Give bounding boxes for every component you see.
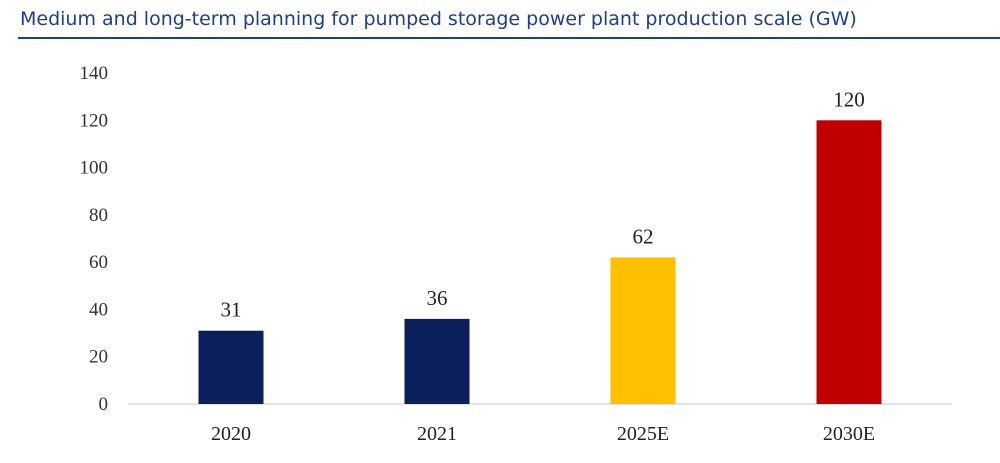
category-labels: 2020 2021 2025E 2030E [211, 423, 875, 445]
y-tick-label: 20 [89, 347, 108, 368]
data-label-2030e: 120 [833, 87, 865, 111]
title-underline [18, 37, 1000, 39]
y-tick-label: 40 [89, 299, 108, 320]
bars [198, 120, 882, 405]
bar-2025e [610, 257, 676, 404]
data-labels: 31 36 62 120 [221, 87, 865, 321]
y-tick-label: 100 [80, 158, 109, 179]
category-label-2025e: 2025E [617, 423, 669, 445]
y-tick-label: 0 [99, 394, 109, 415]
bar-2020 [198, 330, 264, 404]
y-axis-ticks: 0 20 40 60 80 100 120 140 [80, 63, 109, 415]
chart-title: Medium and long-term planning for pumped… [20, 8, 857, 30]
y-tick-label: 80 [89, 205, 108, 226]
y-tick-label: 60 [89, 252, 108, 273]
data-label-2020: 31 [221, 298, 242, 322]
bar-2030e [816, 120, 882, 405]
y-tick-label: 140 [80, 63, 109, 84]
category-label-2020: 2020 [211, 423, 251, 445]
y-tick-label: 120 [80, 110, 109, 131]
data-label-2025e: 62 [633, 224, 654, 248]
category-label-2021: 2021 [417, 423, 457, 445]
bar-2021 [404, 318, 470, 404]
category-label-2030e: 2030E [823, 423, 875, 445]
data-label-2021: 36 [427, 286, 448, 310]
